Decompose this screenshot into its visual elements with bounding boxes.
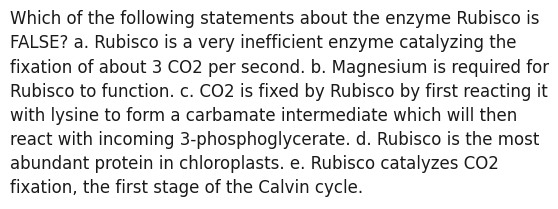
Text: fixation, the first stage of the Calvin cycle.: fixation, the first stage of the Calvin …	[10, 179, 363, 197]
Text: abundant protein in chloroplasts. e. Rubisco catalyzes CO2: abundant protein in chloroplasts. e. Rub…	[10, 155, 499, 173]
Text: react with incoming 3-phosphoglycerate. d. Rubisco is the most: react with incoming 3-phosphoglycerate. …	[10, 131, 540, 149]
Text: Which of the following statements about the enzyme Rubisco is: Which of the following statements about …	[10, 10, 540, 28]
Text: Rubisco to function. c. CO2 is fixed by Rubisco by first reacting it: Rubisco to function. c. CO2 is fixed by …	[10, 83, 548, 101]
Text: FALSE? a. Rubisco is a very inefficient enzyme catalyzing the: FALSE? a. Rubisco is a very inefficient …	[10, 34, 517, 52]
Text: fixation of about 3 CO2 per second. b. Magnesium is required for: fixation of about 3 CO2 per second. b. M…	[10, 59, 549, 76]
Text: with lysine to form a carbamate intermediate which will then: with lysine to form a carbamate intermed…	[10, 107, 517, 125]
